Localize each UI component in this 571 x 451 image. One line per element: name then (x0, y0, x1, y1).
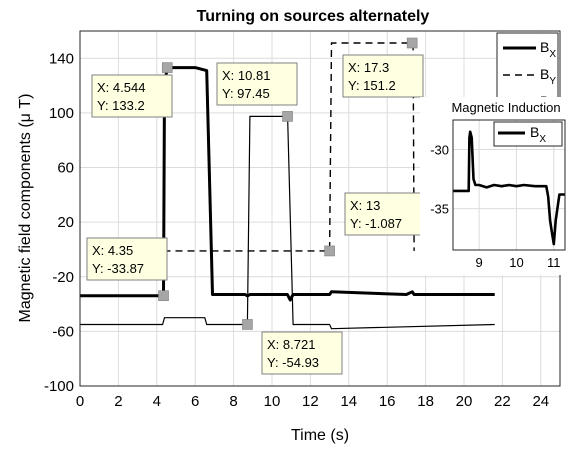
datatip-y-label: Y: -54.93 (267, 355, 319, 370)
datatip-marker (158, 290, 169, 302)
datatip-y-label: Y: -33.87 (92, 261, 144, 276)
y-tick-label: 20 (57, 214, 74, 231)
datatip-y-label: Y: 151.2 (348, 78, 396, 93)
datatip-box (216, 62, 298, 106)
legend-subscript: Y (549, 76, 556, 87)
x-tick-label: 18 (417, 393, 434, 410)
x-tick-label: 22 (494, 393, 511, 410)
datatip-marker (406, 37, 418, 49)
datatip-x-label: X: 17.3 (348, 60, 389, 75)
datatip-x-label: X: 8.721 (267, 337, 315, 352)
inset-series-line (453, 130, 565, 246)
x-tick-label: 16 (379, 393, 396, 410)
inset-x-tick-label: 11 (547, 255, 561, 270)
x-tick-label: 8 (229, 393, 237, 410)
datatips: X: 4.544 Y: 133.2 X: 10.81 Y: 97.45 X: 17.3 Y… (86, 37, 426, 375)
datatip-marker (161, 62, 173, 73)
series-line-y (163, 42, 415, 252)
inset-legend-subscript: X (539, 134, 546, 145)
datatip-y-label: Y: 133.2 (97, 98, 145, 113)
datatip-box (344, 192, 426, 236)
datatip-marker (242, 319, 253, 330)
x-tick-label: 20 (456, 393, 473, 410)
y-tick-label: 60 (57, 160, 74, 177)
datatip-x-label: X: 4.544 (97, 80, 145, 95)
datatip-box (342, 54, 424, 98)
y-tick-label: 100 (49, 105, 74, 122)
inset-x-tick-label: 9 (476, 255, 483, 270)
y-ticks: -100 -60 -20 20 60 100 140 (44, 50, 74, 395)
x-tick-label: 10 (264, 393, 281, 410)
datatip-box (261, 331, 343, 375)
x-tick-label: 14 (340, 393, 357, 410)
x-tick-label: 6 (191, 393, 199, 410)
x-tick-label: 24 (532, 393, 549, 410)
x-tick-label: 4 (153, 393, 161, 410)
datatip-x-label: X: 10.81 (222, 68, 270, 83)
datatip-marker (282, 111, 293, 122)
y-tick-label: -20 (52, 269, 74, 286)
datatip-x-label: X: 13 (350, 198, 380, 213)
y-tick-label: -100 (44, 378, 74, 395)
series-line-z (80, 115, 495, 330)
x-tick-label: 12 (302, 393, 319, 410)
y-tick-label: 140 (49, 50, 74, 67)
chart-title: Turning on sources alternately (197, 8, 430, 25)
y-tick-label: -60 (52, 323, 74, 340)
legend-subscript: X (549, 49, 556, 60)
x-axis-label: Time (s) (291, 427, 349, 444)
x-tick-label: 0 (76, 393, 84, 410)
inset-title: Magnetic Induction (451, 100, 560, 115)
datatip-box (91, 74, 173, 118)
x-ticks: 0 2 4 6 8 10 12 14 16 18 20 22 24 (76, 393, 549, 410)
inset-y-tick-label: -30 (430, 143, 449, 158)
inset-frame (452, 119, 566, 251)
datatip-y-label: Y: -1.087 (350, 216, 402, 231)
datatip-box (86, 237, 168, 281)
datatip-marker (324, 245, 335, 257)
inset-y-tick-label: -35 (430, 202, 449, 217)
datatip-y-label: Y: 97.45 (222, 86, 270, 101)
y-axis-label: Magnetic field components (μ T) (17, 94, 34, 323)
datatip-x-label: X: 4.35 (92, 243, 133, 258)
inset-x-tick-label: 10 (509, 255, 523, 270)
x-tick-label: 2 (114, 393, 122, 410)
